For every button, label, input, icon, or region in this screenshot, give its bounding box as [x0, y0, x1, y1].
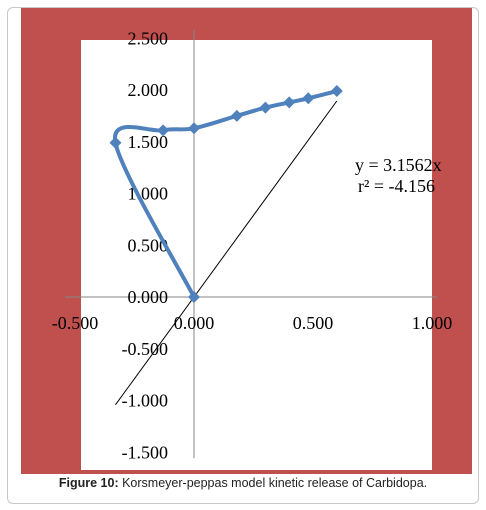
data-point-marker — [330, 85, 343, 98]
y-tick-label: 1.500 — [128, 132, 169, 152]
caption-label: Figure 10: — [58, 476, 119, 490]
y-tick-label: 0.500 — [128, 235, 169, 255]
chart: -0.500 0.000 0.500 1.000 -1.500-1.000-0.500… — [21, 8, 472, 474]
data-point-marker — [283, 96, 296, 109]
x-tick-label: 1.000 — [412, 313, 453, 333]
data-point-marker — [109, 136, 122, 149]
data-point-marker — [157, 124, 170, 137]
data-point-marker — [188, 291, 200, 303]
caption-text: Korsmeyer-peppas model kinetic release o… — [118, 476, 428, 490]
x-tick-label: 0.000 — [174, 313, 215, 333]
data-point-marker — [259, 101, 272, 114]
y-tick-label: 1.000 — [128, 184, 169, 204]
data-point-marker — [302, 92, 315, 105]
x-tick-label: 0.500 — [293, 313, 334, 333]
y-tick-label: -0.500 — [122, 339, 169, 359]
figure-caption: Figure 10: Korsmeyer-peppas model kineti… — [7, 476, 479, 490]
trendline-equation: y = 3.1562x — [355, 155, 442, 175]
y-tick-label: 2.500 — [128, 28, 169, 48]
y-tick-label: 2.000 — [128, 80, 169, 100]
y-tick-label: 0.000 — [128, 287, 169, 307]
x-tick-label: -0.500 — [52, 313, 99, 333]
y-tick-label: -1.000 — [122, 391, 169, 411]
trendline — [115, 100, 338, 406]
r-squared: r² = -4.156 — [358, 176, 435, 196]
x-tick-labels: -0.500 0.000 0.500 1.000 — [52, 313, 453, 333]
data-point-marker — [230, 109, 243, 122]
series-markers — [109, 85, 343, 303]
data-point-marker — [188, 122, 200, 135]
y-tick-label: -1.500 — [122, 442, 169, 462]
y-tick-labels: -1.500 -1.000 -0.500 0.000 0.500 1.000 1.500 2.… — [122, 28, 169, 462]
